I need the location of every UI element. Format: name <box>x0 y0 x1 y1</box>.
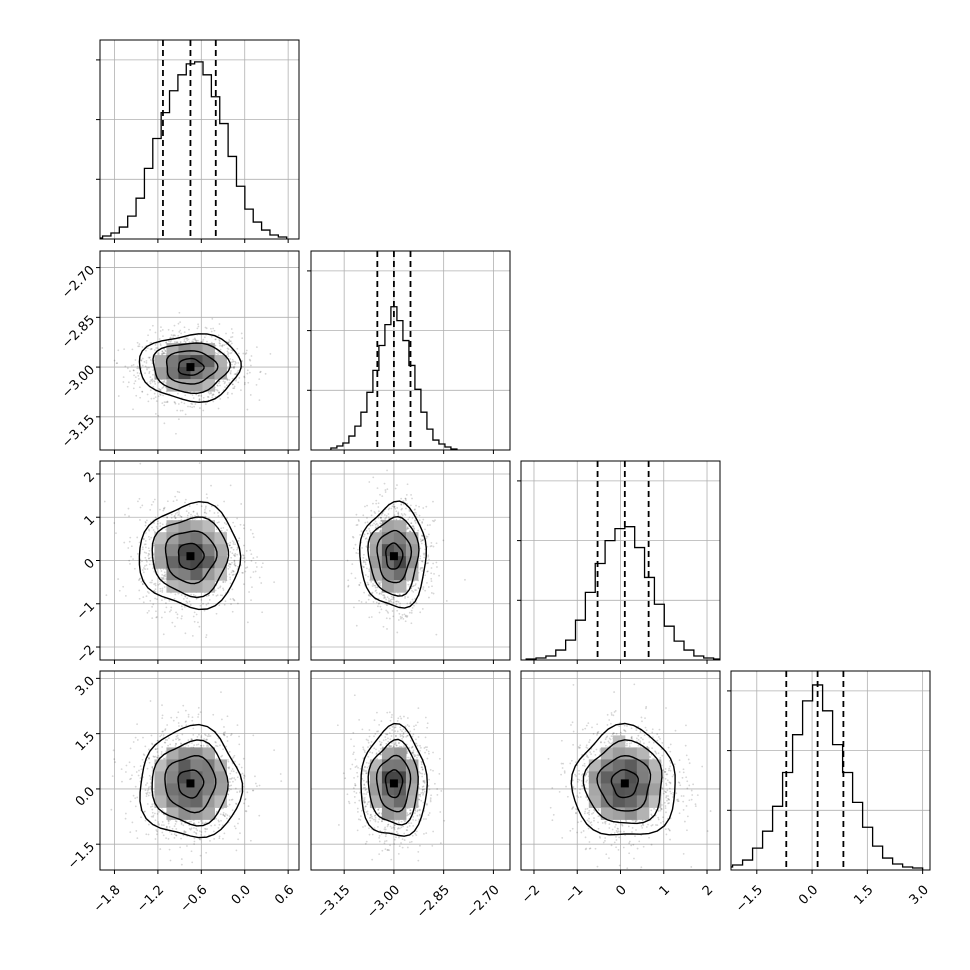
contour-2 <box>151 739 229 827</box>
contour-2 <box>151 516 230 599</box>
peak-cell <box>389 552 398 561</box>
x-tick-label: 1 <box>657 883 673 899</box>
x-tick-label: −0.6 <box>178 883 211 916</box>
peak-cell <box>186 779 195 788</box>
contour-0 <box>177 357 205 376</box>
histogram-step <box>525 526 720 660</box>
y-tick-label: 0.0 <box>73 784 98 809</box>
contour-3 <box>139 723 244 839</box>
x-tick-label: 0.6 <box>272 883 297 908</box>
y-tick-label: −3.00 <box>59 363 98 402</box>
x-tick-label: −3.00 <box>364 883 403 922</box>
density-cells <box>154 747 227 820</box>
contour-1 <box>596 754 652 812</box>
x-tick-label: −2.70 <box>464 883 503 922</box>
peak-cell <box>389 779 398 788</box>
x-tick-label: −1.2 <box>134 883 167 916</box>
histogram-panel-3: −1.5 0.0 1.5 3.0 <box>727 670 932 916</box>
x-tick-label: 1.5 <box>851 883 876 908</box>
x-tick-label: 3.0 <box>907 883 932 908</box>
panel-frame <box>99 250 300 451</box>
contour-1 <box>164 754 217 814</box>
panel-frame <box>99 39 300 240</box>
scatter-panel-3-2: −2 −1 0 1 2 <box>519 670 721 907</box>
contour-2 <box>152 342 231 395</box>
y-tick-label: 2 <box>82 469 98 485</box>
histogram-panel-2 <box>517 460 721 664</box>
y-tick-label: 1.5 <box>73 729 98 754</box>
x-tick-label: −3.15 <box>315 883 354 922</box>
contour-3 <box>138 500 242 611</box>
x-tick-label: 0 <box>613 883 629 899</box>
panel-frame <box>310 460 511 661</box>
contour-2 <box>582 739 663 825</box>
contour-2 <box>367 515 420 597</box>
contour-1 <box>164 530 218 585</box>
contour-0 <box>385 542 404 570</box>
y-tick-label: −2.85 <box>59 313 98 352</box>
y-tick-label: 0 <box>82 556 98 572</box>
panel-frame <box>310 670 511 871</box>
y-tick-label: −2 <box>74 642 98 666</box>
peak-cell <box>186 363 195 372</box>
scatter-panel-2-0: −2 −1 0 1 2 <box>74 460 300 667</box>
peak-cell <box>186 552 195 561</box>
scatter-panel-2-1 <box>310 460 511 664</box>
contour-1 <box>165 350 219 385</box>
contour-1 <box>376 529 413 584</box>
x-tick-label: −2.85 <box>414 883 453 922</box>
y-tick-label: −1.5 <box>65 840 98 873</box>
y-tick-label: −3.15 <box>59 412 98 451</box>
histogram-panel-1 <box>307 250 511 454</box>
y-tick-label: 3.0 <box>73 674 98 699</box>
contour-1 <box>375 754 412 813</box>
density-cells <box>588 735 662 820</box>
panel-frame <box>99 670 300 871</box>
y-tick-label: 1 <box>82 513 98 529</box>
scatter-panel-1-0: −3.15 −3.00 −2.85 −2.70 <box>59 250 300 454</box>
x-tick-label: −2 <box>519 883 543 907</box>
x-tick-label: −1.8 <box>91 883 124 916</box>
contour-3 <box>570 722 676 836</box>
contour-3 <box>358 500 428 609</box>
contour-0 <box>384 769 404 799</box>
x-tick-label: 2 <box>700 883 716 899</box>
x-tick-label: 0.0 <box>229 883 254 908</box>
panel-frame <box>730 670 931 871</box>
x-tick-label: −1 <box>562 883 586 907</box>
y-tick-label: −1 <box>74 599 98 623</box>
histogram-panel-0 <box>96 39 300 243</box>
contour-0 <box>177 542 205 571</box>
contour-3 <box>138 333 242 404</box>
contour-0 <box>610 769 639 799</box>
peak-cell <box>620 779 629 788</box>
contour-2 <box>367 738 419 826</box>
contour-0 <box>177 769 205 799</box>
x-tick-label: 0.0 <box>796 883 821 908</box>
x-tick-label: −1.5 <box>733 883 766 916</box>
contour-3 <box>360 722 428 837</box>
scatter-panel-3-1: −3.15 −3.00 −2.85 −2.70 <box>310 670 511 922</box>
panel-frame <box>310 250 511 451</box>
scatter-panel-3-0: −1.8 −1.2 −0.6 0.0 0.6 −1.5 0.0 1.5 3.0 <box>65 670 300 916</box>
y-tick-label: −2.70 <box>59 263 98 302</box>
